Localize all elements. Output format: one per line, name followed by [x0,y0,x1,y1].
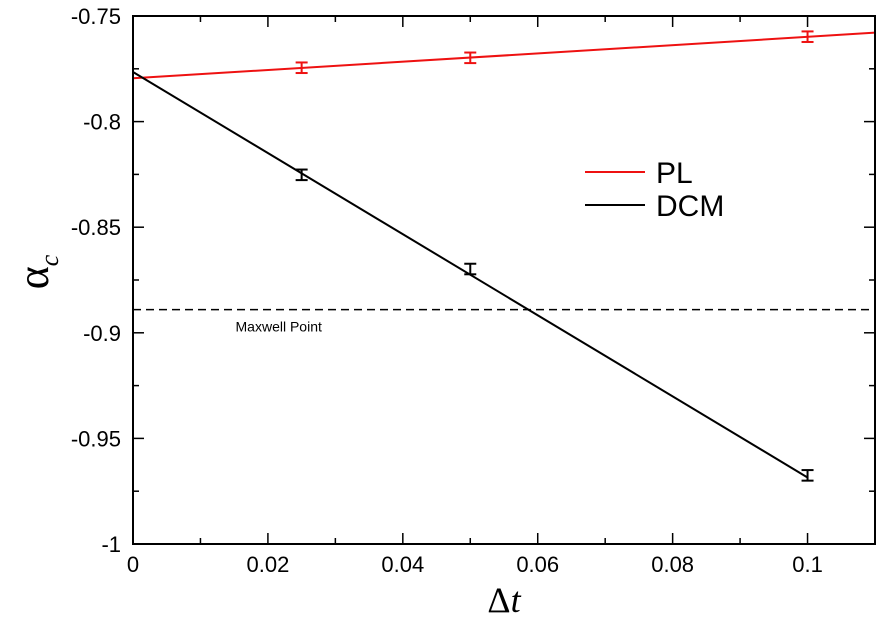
x-axis-label-main: Δ [487,580,510,620]
x-tick-label: 0.08 [651,552,694,577]
x-axis-label: Δt [487,580,521,620]
x-tick-label: 0 [127,552,139,577]
fit-line-pl [132,31,876,80]
y-axis-label-sub: c [35,254,64,266]
data-points [295,30,814,482]
y-tick-label: -0.85 [71,215,121,240]
data-point-dcm [295,168,308,182]
y-tick-label: -0.9 [83,321,121,346]
x-tick-label: 0.02 [246,552,289,577]
data-point-pl [464,51,477,65]
data-point-dcm [801,469,814,482]
y-axis-label: αc [9,254,64,289]
y-tick-label: -0.8 [83,110,121,135]
y-tick-label: -1 [101,532,121,557]
fit-lines [132,31,876,479]
y-tick-label: -0.95 [71,426,121,451]
data-point-pl [801,30,814,43]
data-point-pl [295,61,308,75]
legend-label-pl: PL [656,157,693,190]
y-axis-label-main: α [9,266,58,289]
legend: PL DCM [585,157,724,223]
x-tick-label: 0.1 [792,552,823,577]
plot-frame [132,15,876,545]
x-tick-label: 0.04 [381,552,424,577]
maxwell-point-label: Maxwell Point [236,319,322,335]
tick-labels: 0 0.02 0.04 0.06 0.08 0.1 -1 -0.95 -0.9 -0.85 -0.8… [71,4,823,577]
legend-label-dcm: DCM [656,190,724,223]
y-tick-label: -0.75 [71,4,121,29]
axis-ticks [132,15,876,545]
data-point-dcm [464,262,477,276]
x-tick-label: 0.06 [516,552,559,577]
x-axis-label-italic: t [511,580,522,620]
